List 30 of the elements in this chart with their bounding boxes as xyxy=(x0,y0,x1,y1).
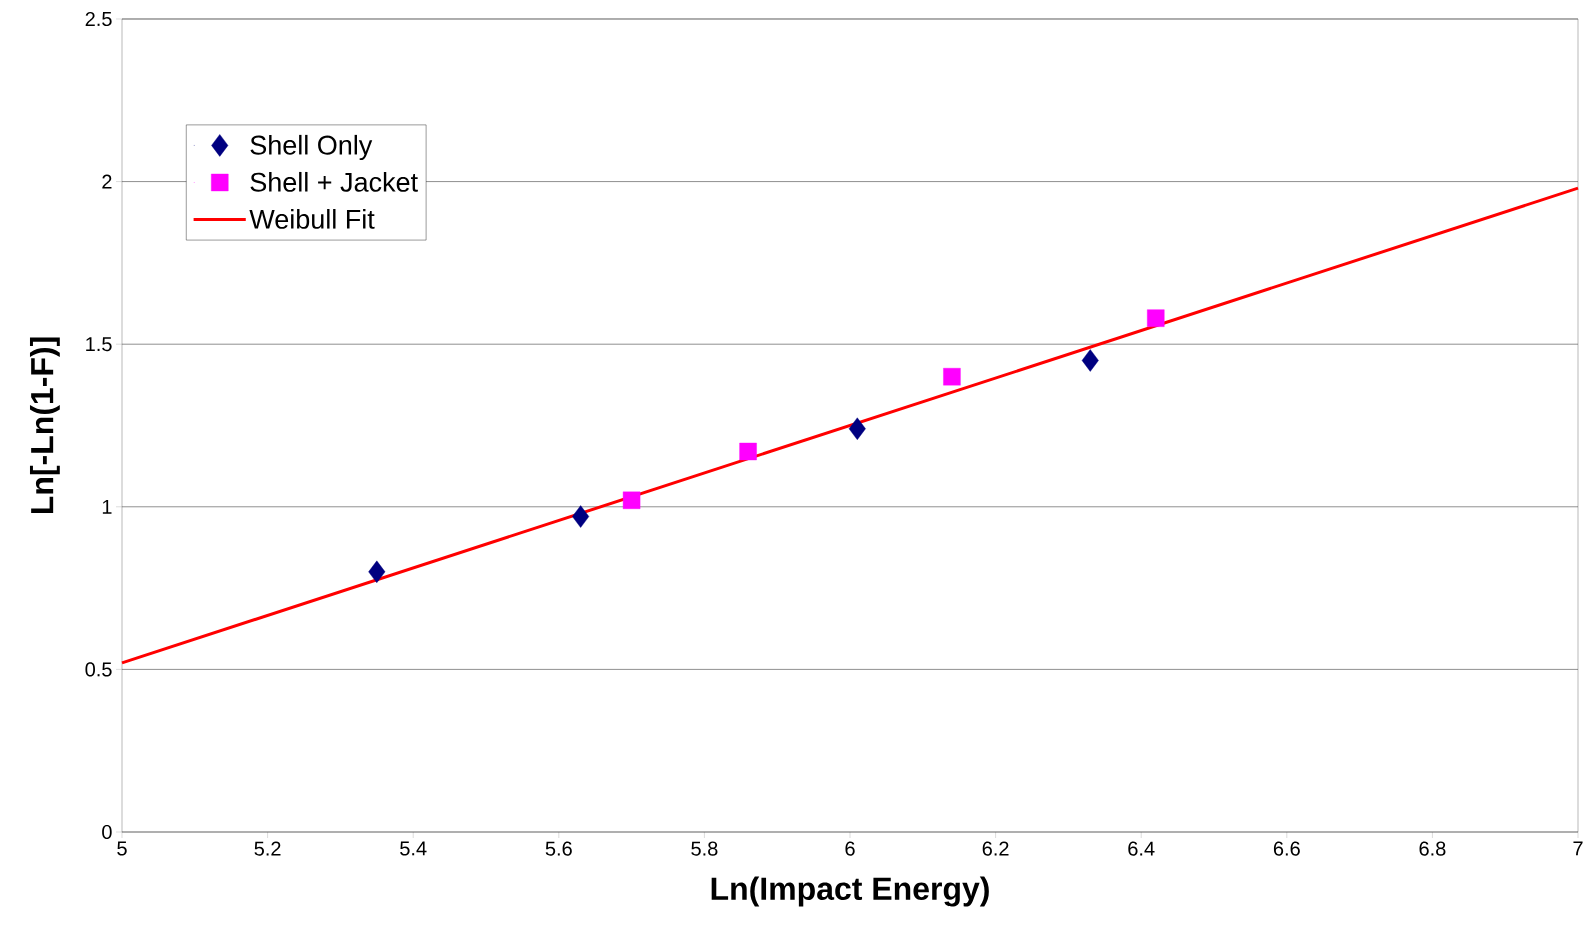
point xyxy=(739,442,757,461)
x-tick-label: 6.4 xyxy=(1128,841,1155,856)
y-axis-title: Ln[-Ln(1-F)] xyxy=(29,337,60,514)
point xyxy=(572,505,590,528)
y-tick-label: 1 xyxy=(102,499,112,514)
y-tick-label: 2 xyxy=(102,174,112,189)
y-tick-label: 0.5 xyxy=(85,662,112,677)
x-tick-label: 6.8 xyxy=(1419,841,1446,856)
y-tick-label: 1.5 xyxy=(86,337,112,352)
legend-label: Weibull Fit xyxy=(249,209,375,229)
x-tick-label: 6.6 xyxy=(1273,841,1300,856)
x-axis-title: Ln(Impact Energy) xyxy=(711,876,989,907)
x-tick-label: 5 xyxy=(117,841,127,856)
point xyxy=(943,368,961,386)
point xyxy=(1147,309,1165,327)
x-tick-label: 6.2 xyxy=(982,841,1009,856)
x-tick-label: 5.2 xyxy=(254,841,281,856)
y-tick-label: 0 xyxy=(102,824,112,840)
legend-label: Shell Only xyxy=(250,134,373,161)
point xyxy=(368,560,386,584)
point xyxy=(622,491,641,509)
x-tick-label: 5.4 xyxy=(400,841,427,856)
x-tick-label: 7 xyxy=(1573,841,1583,856)
point xyxy=(848,417,866,440)
x-tick-label: 5.8 xyxy=(691,841,718,856)
x-tick-label: 5.6 xyxy=(545,841,572,856)
legend-label: Shell + Jacket xyxy=(250,171,418,192)
point xyxy=(1081,349,1099,372)
y-tick-label: 2.5 xyxy=(85,11,112,27)
x-tick-label: 6 xyxy=(845,841,855,856)
